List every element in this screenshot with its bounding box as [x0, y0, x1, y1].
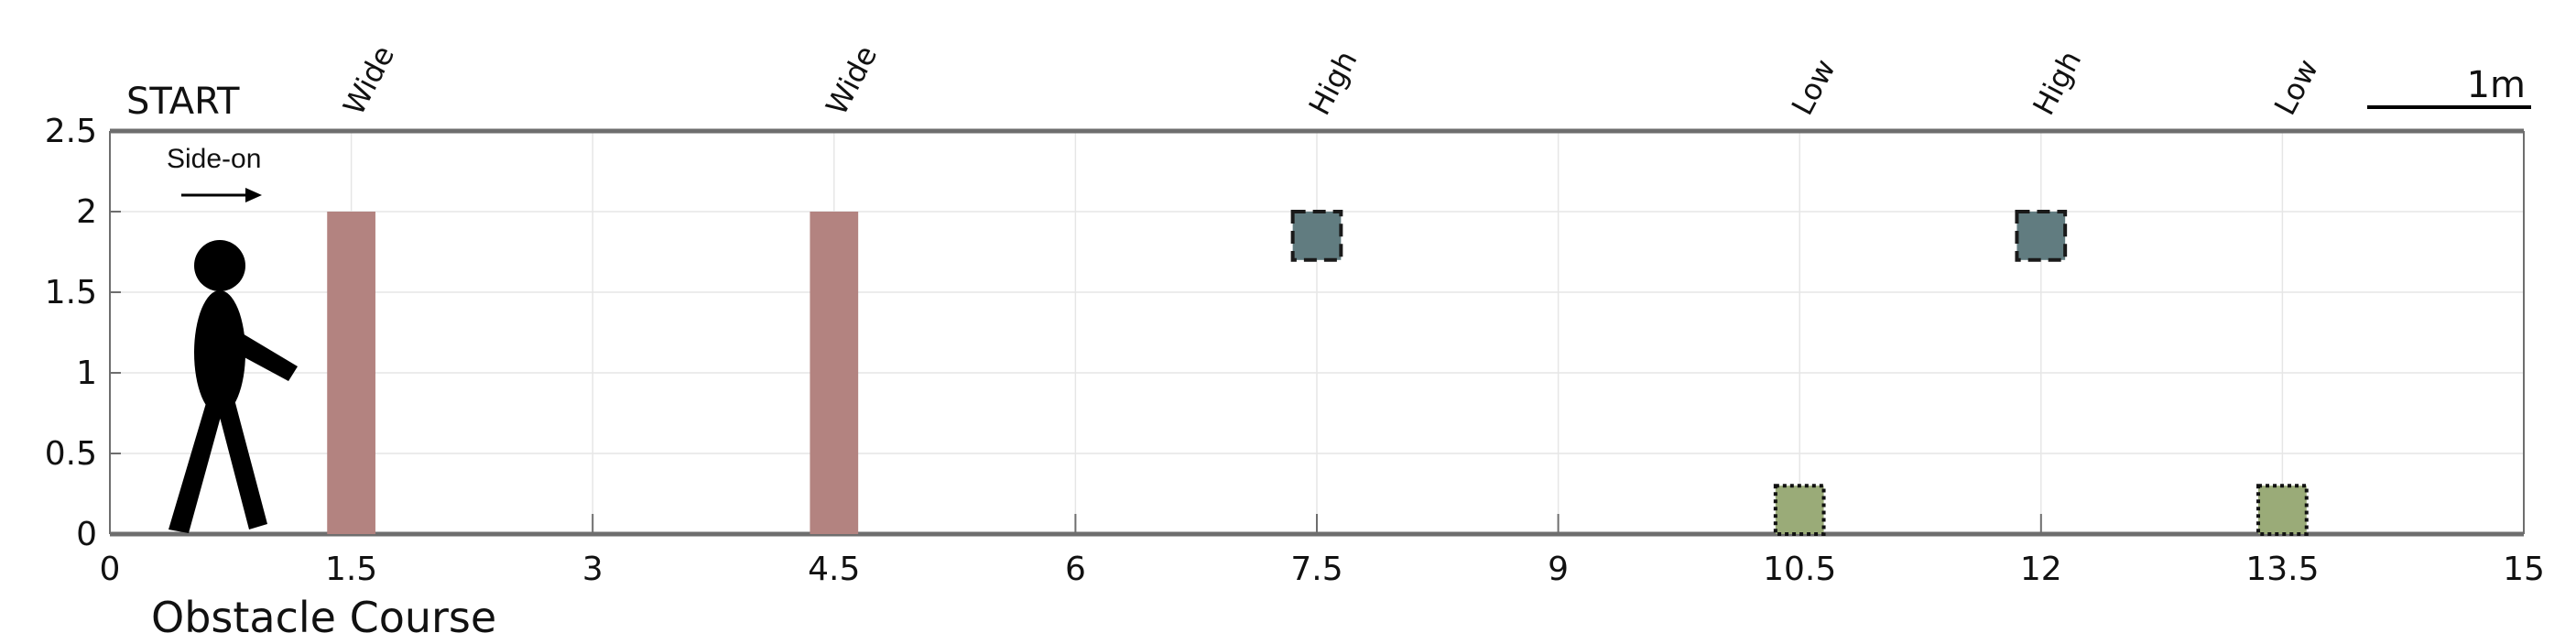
direction-arrow-icon — [181, 188, 262, 202]
x-tick-label: 12 — [2020, 551, 2062, 588]
obstacle-high — [2015, 210, 2068, 262]
x-tick-label: 15 — [2503, 551, 2545, 588]
x-tick-label: 4.5 — [808, 551, 860, 588]
obstacle-low — [2256, 484, 2309, 537]
x-tick-label: 0 — [100, 551, 121, 588]
obstacle-label: Low — [2267, 53, 2325, 120]
walking-person-icon — [168, 240, 298, 533]
figure-title: Obstacle Course — [151, 593, 496, 642]
obstacle-wide — [810, 212, 859, 534]
obstacles — [327, 210, 2309, 537]
obstacle-label: High — [1302, 45, 1364, 121]
obstacle-labels: Wide Wide High Low High Low — [336, 39, 2325, 120]
obstacle-wide — [327, 212, 375, 534]
scale-bar-label: 1m — [2467, 64, 2526, 106]
y-tick-label: 0.5 — [45, 435, 97, 473]
grid-lines — [109, 130, 2525, 535]
x-tick-label: 13.5 — [2245, 551, 2319, 588]
x-tick-label: 6 — [1065, 551, 1086, 588]
y-tick-label: 0 — [76, 516, 97, 553]
x-tick-label: 10.5 — [1763, 551, 1836, 588]
y-tick-label: 2 — [76, 193, 97, 231]
x-tick-label: 3 — [582, 551, 603, 588]
obstacle-label: Low — [1785, 53, 1842, 120]
x-tick-label: 7.5 — [1290, 551, 1342, 588]
x-tick-label: 9 — [1548, 551, 1569, 588]
x-tick-label: 1.5 — [325, 551, 377, 588]
start-label: START — [126, 81, 240, 123]
obstacle-label: Wide — [336, 39, 401, 120]
y-tick-label: 1 — [76, 355, 97, 392]
obstacle-high — [1290, 210, 1343, 262]
obstacle-label: Wide — [819, 39, 884, 120]
y-tick-label: 1.5 — [45, 274, 97, 311]
obstacle-low — [1773, 484, 1826, 537]
y-tick-label: 2.5 — [45, 113, 97, 150]
tick-labels: 0 1.5 3 4.5 6 7.5 9 10.5 12 13.5 15 0 0.5 1 1.5 2 2.5 — [45, 113, 2545, 588]
obstacle-label: High — [2026, 45, 2088, 121]
direction-label: Side-on — [167, 144, 261, 174]
